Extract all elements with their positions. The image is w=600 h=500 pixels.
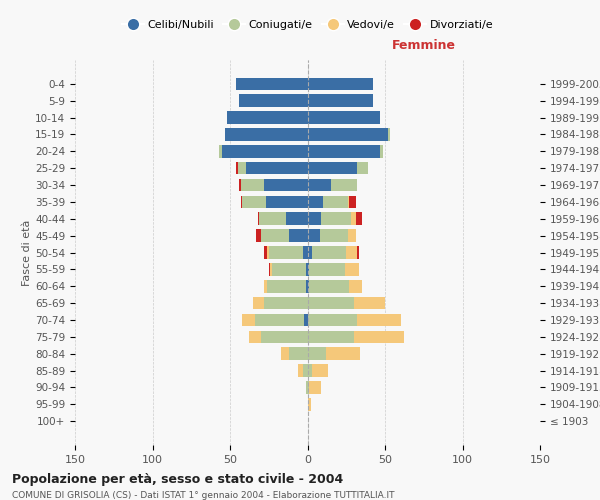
Bar <box>256 230 261 242</box>
Bar <box>308 178 331 192</box>
Bar <box>308 212 322 225</box>
Bar <box>258 212 259 225</box>
Bar <box>308 78 373 90</box>
Bar <box>308 364 312 377</box>
Bar <box>242 196 266 208</box>
Bar <box>357 246 359 259</box>
Bar <box>236 162 238 174</box>
Bar <box>308 297 354 310</box>
Bar <box>264 280 267 292</box>
Bar <box>309 280 349 292</box>
Bar <box>320 230 348 242</box>
Bar <box>348 230 356 242</box>
Bar <box>348 196 349 208</box>
Bar <box>308 314 357 326</box>
Bar <box>226 128 308 141</box>
Bar <box>239 94 308 107</box>
Bar <box>308 128 388 141</box>
Bar <box>241 178 264 192</box>
Bar <box>264 178 308 192</box>
Bar <box>259 212 286 225</box>
Bar <box>380 145 383 158</box>
Text: Popolazione per età, sesso e stato civile - 2004: Popolazione per età, sesso e stato civil… <box>12 472 343 486</box>
Bar <box>286 212 308 225</box>
Bar <box>264 246 267 259</box>
Bar <box>242 314 255 326</box>
Bar <box>289 230 308 242</box>
Bar <box>312 364 328 377</box>
Bar <box>241 196 242 208</box>
Bar <box>308 381 309 394</box>
Bar <box>269 263 271 276</box>
Bar <box>349 196 356 208</box>
Bar <box>308 145 380 158</box>
Bar <box>354 297 385 310</box>
Bar <box>322 212 351 225</box>
Bar <box>346 246 357 259</box>
Bar <box>271 263 272 276</box>
Bar <box>306 280 308 292</box>
Bar <box>309 263 344 276</box>
Bar <box>303 246 308 259</box>
Bar <box>306 263 308 276</box>
Bar <box>308 330 354 343</box>
Bar <box>266 196 308 208</box>
Bar <box>308 280 309 292</box>
Text: Femmine: Femmine <box>392 40 456 52</box>
Bar <box>357 162 368 174</box>
Bar <box>236 78 308 90</box>
Bar <box>289 348 308 360</box>
Bar <box>308 348 326 360</box>
Bar <box>272 263 306 276</box>
Bar <box>308 111 380 124</box>
Bar <box>351 212 356 225</box>
Bar <box>261 330 308 343</box>
Bar <box>298 364 303 377</box>
Bar <box>308 196 323 208</box>
Bar <box>303 364 308 377</box>
Bar <box>323 196 348 208</box>
Bar <box>308 162 357 174</box>
Bar <box>326 348 360 360</box>
Bar <box>308 246 312 259</box>
Text: COMUNE DI GRISOLIA (CS) - Dati ISTAT 1° gennaio 2004 - Elaborazione TUTTITALIA.I: COMUNE DI GRISOLIA (CS) - Dati ISTAT 1° … <box>12 491 395 500</box>
Bar <box>281 348 289 360</box>
Bar <box>227 111 308 124</box>
Bar <box>308 398 311 410</box>
Bar <box>222 145 308 158</box>
Bar <box>308 263 309 276</box>
Bar <box>306 381 308 394</box>
Bar <box>253 297 264 310</box>
Bar <box>354 330 404 343</box>
Bar <box>238 162 245 174</box>
Legend: Celibi/Nubili, Coniugati/e, Vedovi/e, Divorziati/e: Celibi/Nubili, Coniugati/e, Vedovi/e, Di… <box>118 16 497 34</box>
Bar <box>219 145 222 158</box>
Bar <box>308 230 320 242</box>
Bar <box>245 162 308 174</box>
Bar <box>267 246 269 259</box>
Bar <box>269 246 303 259</box>
Bar <box>239 178 241 192</box>
Bar <box>388 128 389 141</box>
Bar <box>349 280 362 292</box>
Bar <box>267 280 306 292</box>
Bar <box>308 94 373 107</box>
Bar <box>344 263 359 276</box>
Bar <box>312 246 346 259</box>
Y-axis label: Fasce di età: Fasce di età <box>22 220 32 286</box>
Bar <box>356 212 362 225</box>
Bar <box>264 297 308 310</box>
Bar <box>255 314 304 326</box>
Bar <box>331 178 357 192</box>
Bar <box>309 381 322 394</box>
Bar <box>261 230 289 242</box>
Bar <box>304 314 308 326</box>
Bar <box>357 314 401 326</box>
Bar <box>248 330 261 343</box>
